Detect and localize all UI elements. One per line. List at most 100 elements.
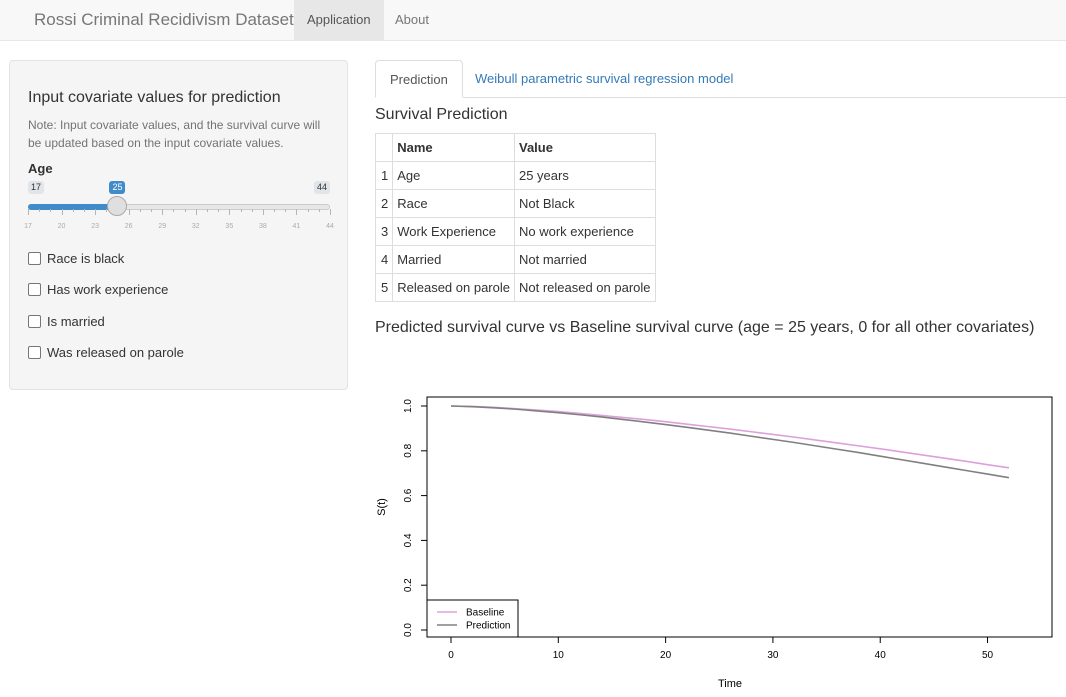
table-row: 3 Work Experience No work experience [374, 217, 656, 246]
slider-tick-label: 35 [225, 223, 234, 230]
age-slider-max: 44 [314, 181, 331, 194]
row-name: Race [392, 189, 515, 218]
sidebar-note: Note: Input covariate values, and the su… [28, 118, 321, 150]
slider-tick-label: 26 [124, 223, 133, 230]
sidebar-title: Input covariate values for prediction [28, 89, 281, 106]
slider-tick [251, 209, 253, 212]
legend-label-prediction: Prediction [466, 621, 510, 632]
table-row: 4 Married Not married [374, 245, 656, 274]
race-black-label: Race is black [47, 250, 125, 266]
row-index: 1 [374, 161, 394, 190]
work-experience-checkbox[interactable] [28, 282, 41, 296]
slider-tick-label: 20 [57, 223, 66, 230]
parole-label: Was released on parole [47, 344, 184, 360]
slider-tick [83, 209, 85, 212]
slider-tick-label: 41 [292, 223, 301, 230]
row-name: Age [392, 161, 515, 190]
age-label: Age [28, 161, 53, 176]
x-tick-label: 50 [982, 650, 994, 661]
table-row: 2 Race Not Black [374, 189, 656, 218]
checkbox-work-experience[interactable]: Has work experience [28, 280, 168, 298]
slider-tick [218, 209, 220, 212]
checkbox-race-black[interactable]: Race is black [28, 249, 124, 267]
age-slider-min: 17 [28, 181, 45, 194]
nav-application[interactable]: Application [294, 0, 384, 40]
row-name: Married [392, 245, 515, 274]
slider-tick [296, 209, 298, 215]
tabs-divider [375, 97, 1066, 98]
table-header-row: Name Value [374, 133, 656, 162]
y-tick-label: 0.2 [403, 578, 414, 592]
age-slider-handle[interactable] [107, 196, 128, 216]
y-tick-label: 1.0 [403, 399, 414, 413]
x-tick-label: 30 [767, 650, 779, 661]
slider-tick [229, 209, 231, 215]
checkbox-married[interactable]: Is married [28, 312, 105, 330]
row-value: Not released on parole [513, 273, 656, 302]
plot-title: Predicted survival curve vs Baseline sur… [375, 319, 1035, 336]
age-slider-ticks: 17 20 23 26 29 32 35 38 41 44 [10, 209, 349, 239]
nav-about[interactable]: About [395, 12, 429, 27]
slider-tick [307, 209, 309, 212]
slider-tick [173, 209, 175, 212]
slider-tick-label: 23 [91, 223, 100, 230]
tab-prediction[interactable]: Prediction [375, 60, 463, 98]
section-title: Survival Prediction [375, 106, 508, 123]
slider-tick-label: 32 [191, 223, 200, 230]
x-axis-title: Time [718, 678, 742, 690]
slider-tick [39, 209, 41, 212]
table-header-index [374, 133, 394, 162]
plot-frame [426, 396, 1053, 638]
married-checkbox[interactable] [28, 314, 41, 328]
row-value: 25 years [513, 161, 656, 190]
tab-weibull-model[interactable]: Weibull parametric survival regression m… [475, 71, 734, 86]
x-tick-label: 20 [660, 650, 672, 661]
navbar: Rossi Criminal Recidivism Dataset Applic… [0, 0, 1066, 41]
race-black-checkbox[interactable] [28, 251, 41, 265]
parole-checkbox[interactable] [28, 345, 41, 359]
slider-tick [95, 209, 97, 215]
row-index: 2 [374, 189, 394, 218]
app-brand[interactable]: Rossi Criminal Recidivism Dataset [34, 10, 294, 29]
slider-tick [151, 209, 153, 212]
row-name: Released on parole [392, 273, 515, 302]
slider-tick-label: 17 [24, 223, 32, 230]
slider-tick [206, 209, 208, 212]
slider-tick [139, 209, 141, 212]
slider-tick [61, 209, 63, 215]
y-tick-label: 0.8 [403, 443, 414, 457]
slider-tick-label: 44 [326, 223, 334, 230]
survival-chart: 0 10 20 30 40 50 0.0 0.2 0.4 0.6 0.8 1.0 Time S(t) Bas… [376, 396, 1053, 690]
slider-tick [274, 209, 276, 212]
slider-tick [285, 209, 287, 212]
slider-tick [28, 209, 29, 215]
y-tick-label: 0.6 [403, 488, 414, 502]
table-row: 1 Age 25 years [374, 161, 656, 190]
row-index: 5 [374, 273, 394, 302]
age-slider-bar [28, 204, 118, 210]
survival-plot: 0 10 20 30 40 50 0.0 0.2 0.4 0.6 0.8 1.0 Time S(t) Bas… [375, 385, 1065, 697]
x-tick-label: 0 [448, 650, 454, 661]
y-tick-label: 0.0 [403, 623, 414, 637]
legend-box [426, 599, 519, 638]
sidebar-panel: Input covariate values for prediction No… [9, 60, 348, 390]
legend-label-baseline: Baseline [466, 608, 505, 619]
slider-tick [162, 209, 164, 215]
row-value: No work experience [513, 217, 656, 246]
work-experience-label: Has work experience [47, 281, 169, 297]
series-line-baseline [450, 405, 1010, 469]
table-header-value: Value [513, 133, 656, 162]
slider-tick [50, 209, 52, 212]
series-line-prediction [450, 405, 1010, 479]
slider-tick [262, 209, 264, 215]
prediction-table: Name Value 1 Age 25 years 2 Race Not Bla… [374, 133, 656, 302]
slider-tick-label: 38 [258, 223, 267, 230]
slider-tick-label: 29 [158, 223, 167, 230]
slider-tick [106, 209, 108, 212]
married-label: Is married [47, 313, 105, 329]
checkbox-parole[interactable]: Was released on parole [28, 343, 184, 361]
row-index: 4 [374, 245, 394, 274]
slider-tick [330, 209, 331, 215]
row-name: Work Experience [392, 217, 515, 246]
y-axis-title: S(t) [376, 498, 388, 516]
